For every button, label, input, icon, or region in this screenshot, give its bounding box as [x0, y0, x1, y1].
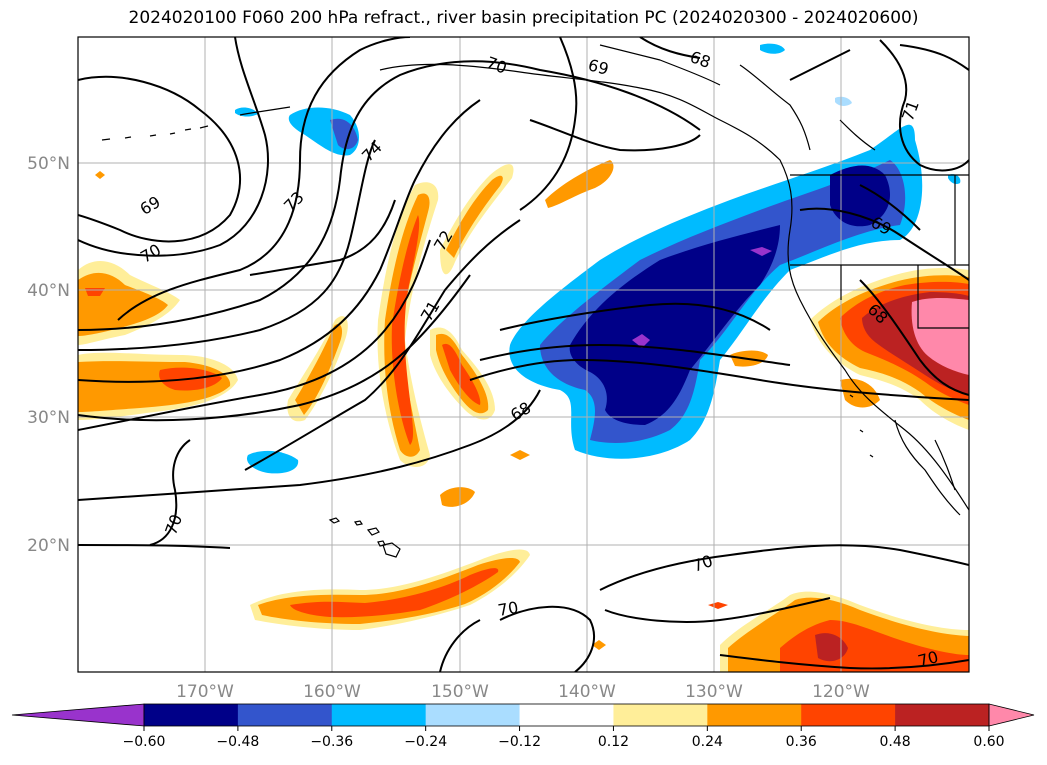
lon-label: 150°W — [431, 682, 489, 702]
colorbar-extend-high — [988, 703, 1035, 727]
colorbar-tick-label: 0.36 — [786, 734, 817, 750]
colorbar-frame — [143, 703, 990, 727]
colorbar-tick-label: −0.36 — [310, 734, 353, 750]
colorbar-segment — [144, 704, 239, 726]
colorbar-segment — [801, 704, 896, 726]
colorbar-tick-label: −0.24 — [404, 734, 447, 750]
lat-label: 20°N — [27, 536, 70, 556]
lon-label: 170°W — [176, 682, 234, 702]
colorbar-segment — [613, 704, 708, 726]
map-title: 2024020100 F060 200 hPa refract., river … — [128, 8, 919, 28]
hawaiian-islands — [328, 517, 401, 558]
contour-label: 70 — [916, 647, 941, 671]
lat-label: 30°N — [27, 408, 70, 428]
lon-label: 120°W — [812, 682, 870, 702]
positive-precip-fill — [78, 160, 969, 672]
colorbar-extend-low — [11, 703, 145, 727]
colorbar-segment — [895, 704, 990, 726]
lat-label: 40°N — [27, 281, 70, 301]
refractivity-contours — [78, 37, 969, 672]
contour-label: 70 — [496, 598, 519, 620]
latitude-labels: 50°N 40°N 30°N 20°N — [27, 154, 70, 556]
colorbar-tick-label: 0.24 — [692, 734, 723, 750]
colorbar-ticks: −0.60 −0.48 −0.36 −0.24 −0.12 0.12 0.24 0.36 0.4… — [123, 726, 1005, 750]
colorbar-segment — [519, 704, 614, 726]
colorbar-tick-label: 0.12 — [598, 734, 629, 750]
colorbar-tick-label: −0.60 — [123, 734, 166, 750]
colorbar-tick-label: −0.48 — [216, 734, 259, 750]
lat-label: 50°N — [27, 154, 70, 174]
longitude-labels: 170°W 160°W 150°W 140°W 130°W 120°W — [176, 682, 870, 702]
contour-label: 69 — [586, 55, 611, 79]
map-panel: 70 69 68 71 74 73 69 70 72 71 68 68 69 7… — [78, 37, 969, 672]
colorbar-segment — [425, 704, 521, 726]
lon-label: 140°W — [558, 682, 616, 702]
colorbar-segment — [237, 704, 333, 726]
map-frame — [77, 36, 970, 673]
colorbar — [11, 703, 1035, 727]
coastlines — [101, 44, 969, 516]
lon-label: 130°W — [685, 682, 743, 702]
colorbar-segment — [707, 704, 802, 726]
lon-label: 160°W — [303, 682, 361, 702]
colorbar-tick-label: 0.60 — [973, 734, 1004, 750]
colorbar-segment — [331, 704, 427, 726]
colorbar-tick-label: 0.48 — [880, 734, 911, 750]
colorbar-tick-label: −0.12 — [498, 734, 541, 750]
